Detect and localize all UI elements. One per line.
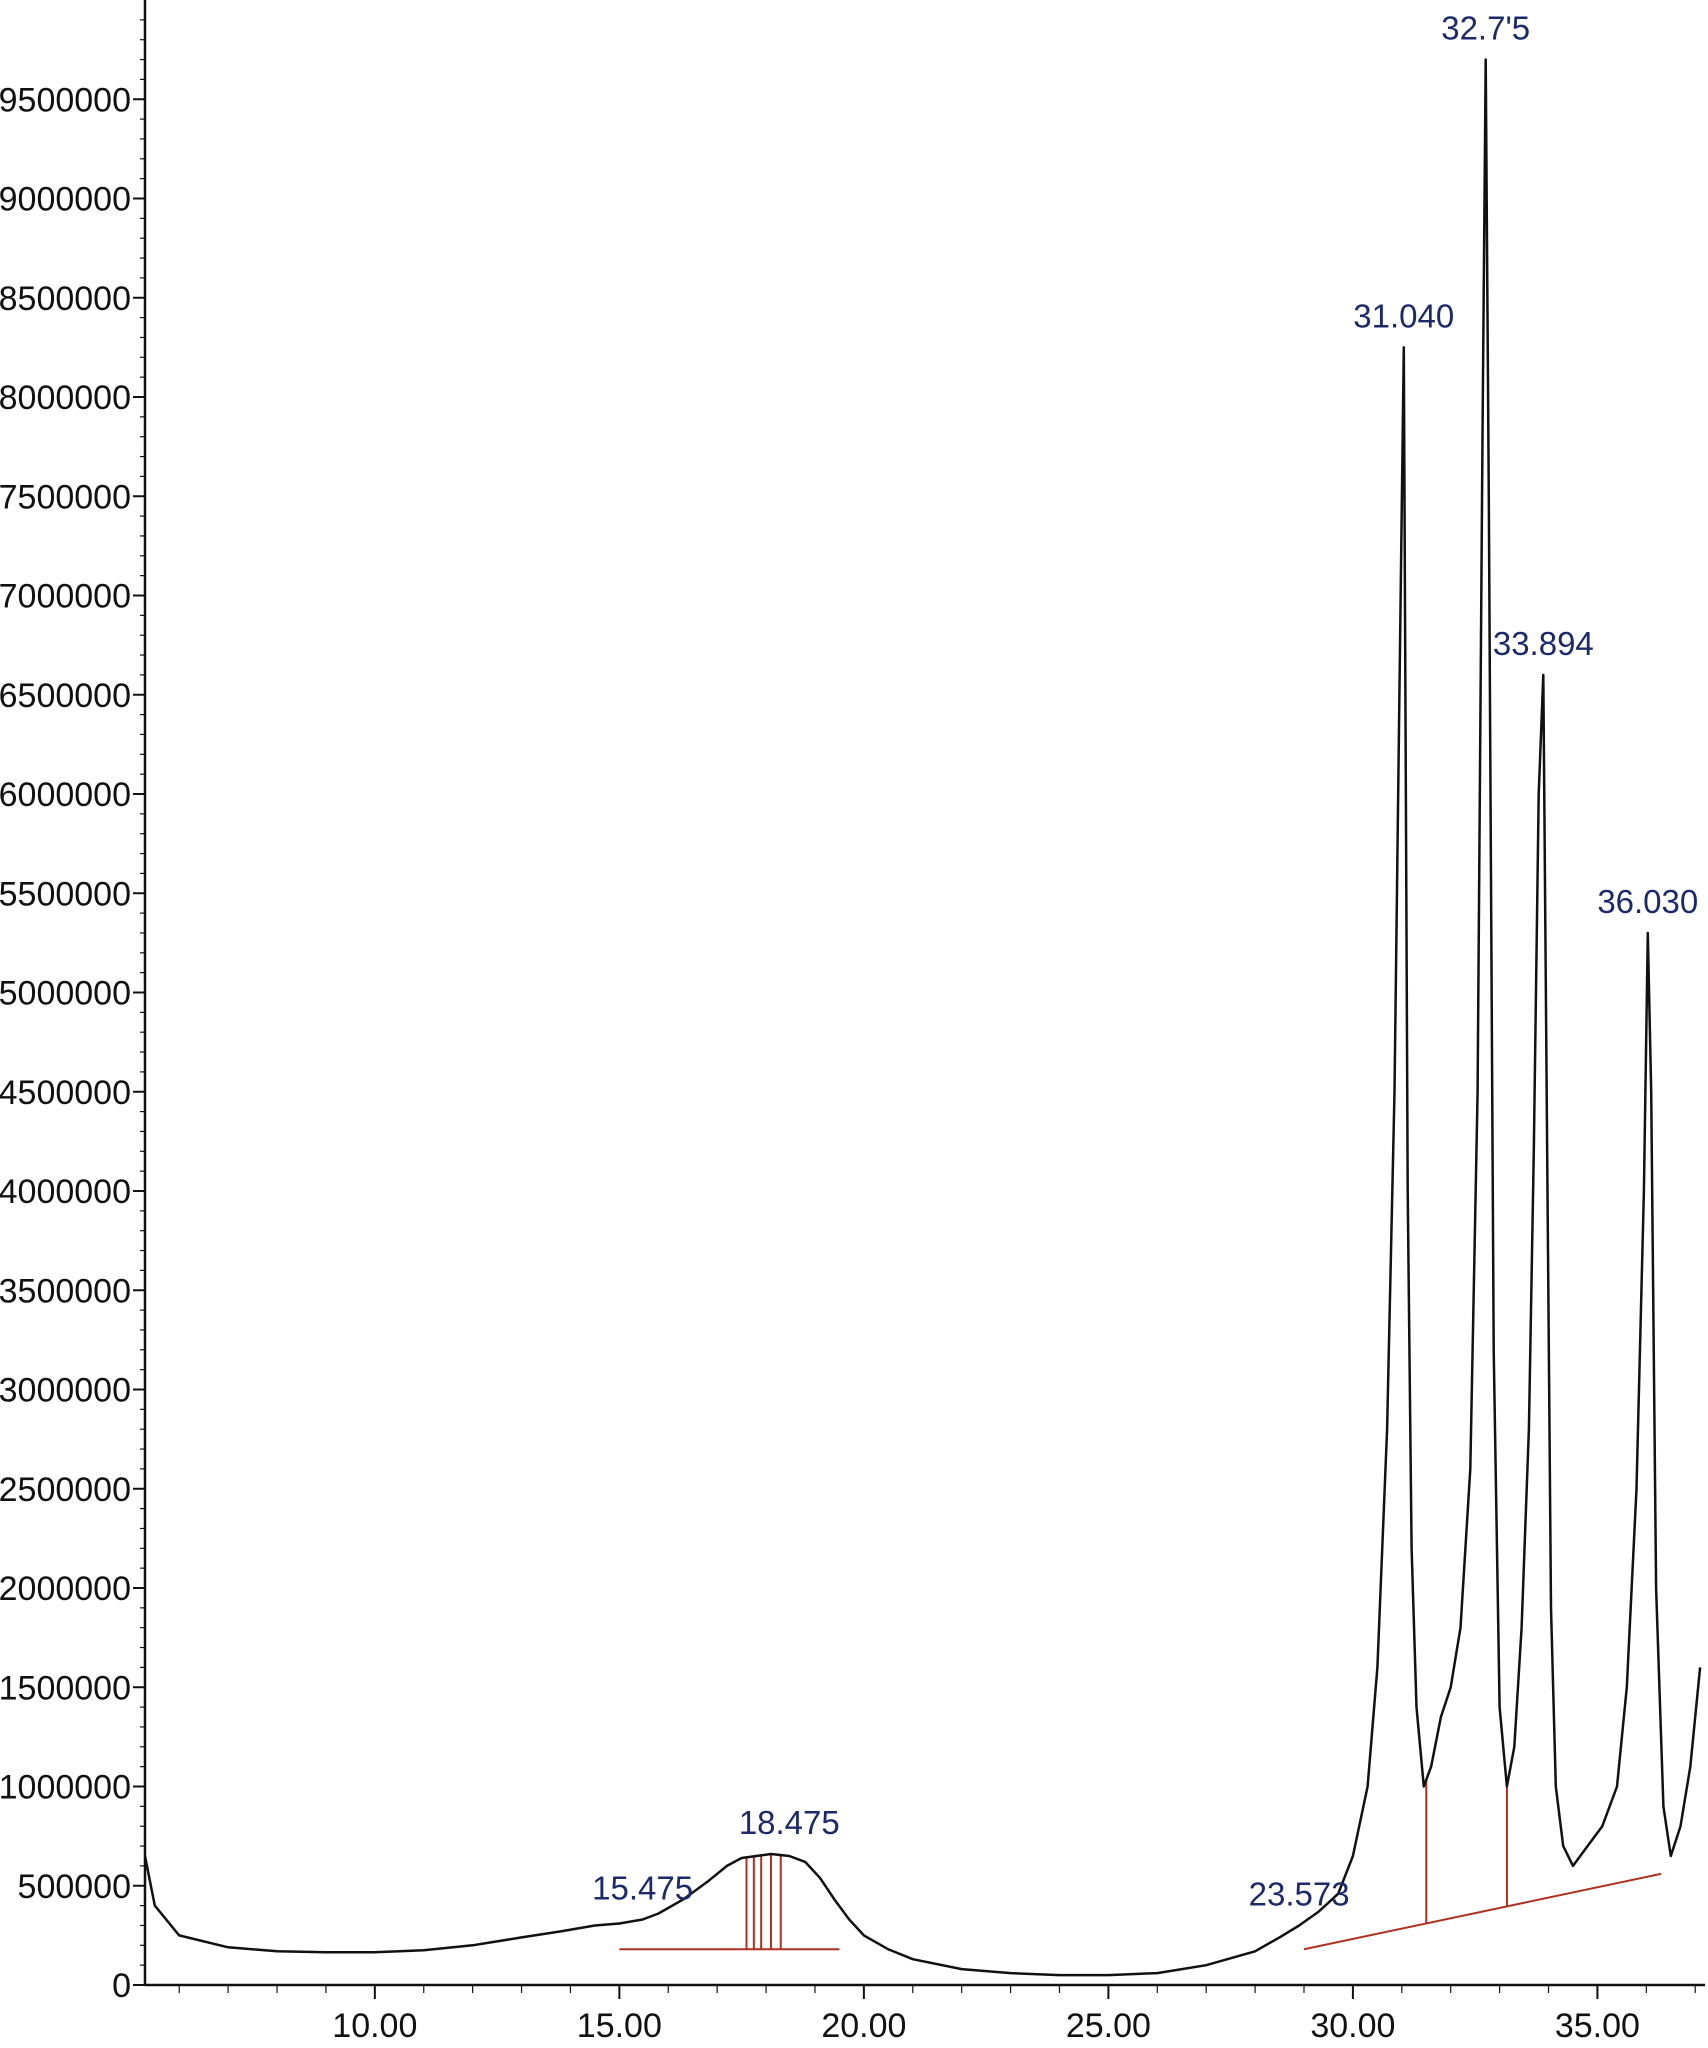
y-tick-label: 2000000: [0, 1570, 131, 1608]
y-tick-label: 6500000: [0, 677, 131, 715]
ticks-layer: 0 500000 1000000 1500000 2000000 2500000 30000…: [0, 19, 1696, 2045]
y-tick-label: 7500000: [0, 478, 131, 516]
peak-label: 31.040: [1353, 297, 1454, 334]
y-tick-label: 4000000: [0, 1173, 131, 1211]
peak-label: 18.475: [739, 1804, 840, 1841]
integration-baseline: [1303, 1872, 1662, 1951]
y-tick-label: 4500000: [0, 1074, 131, 1112]
x-tick-label: 15.00: [577, 2007, 662, 2045]
peak-label: 33.894: [1493, 625, 1594, 662]
y-tick-label: 2500000: [0, 1471, 131, 1509]
x-tick-label: 25.00: [1066, 2007, 1151, 2045]
x-tick-label: 20.00: [821, 2007, 906, 2045]
trace-layer: [143, 58, 1702, 1977]
baselines-layer: [619, 1872, 1662, 1951]
y-tick-label: 9000000: [0, 181, 131, 219]
chromatogram-trace: [143, 58, 1702, 1977]
y-tick-label: 3500000: [0, 1272, 131, 1310]
peak-label: 36.030: [1597, 883, 1698, 920]
x-tick-label: 10.00: [332, 2007, 417, 2045]
y-tick-label: 6000000: [0, 776, 131, 814]
y-tick-label: 500000: [18, 1868, 131, 1906]
axes-layer: [143, 0, 1705, 1987]
peak-label: 32.7'5: [1441, 10, 1530, 47]
y-tick-label: 9500000: [0, 81, 131, 119]
y-tick-label: 5000000: [0, 975, 131, 1013]
y-tick-label: 8000000: [0, 379, 131, 417]
y-tick-label: 8500000: [0, 280, 131, 318]
y-tick-label: 7000000: [0, 578, 131, 616]
y-tick-label: 5500000: [0, 875, 131, 913]
y-tick-label: 1500000: [0, 1669, 131, 1707]
peak-label: 23.573: [1249, 1875, 1350, 1912]
x-tick-label: 35.00: [1555, 2007, 1640, 2045]
peak-labels-layer: 15.475 18.475 23.573 31.040 32.7'5 33.894 36.0…: [592, 10, 1698, 1913]
y-tick-label: 0: [112, 1967, 131, 2005]
peak-label: 15.475: [592, 1869, 693, 1906]
integration-drops-layer: [745, 1779, 1508, 1950]
x-tick-label: 30.00: [1310, 2007, 1395, 2045]
y-tick-label: 1000000: [0, 1769, 131, 1807]
y-tick-label: 3000000: [0, 1372, 131, 1410]
